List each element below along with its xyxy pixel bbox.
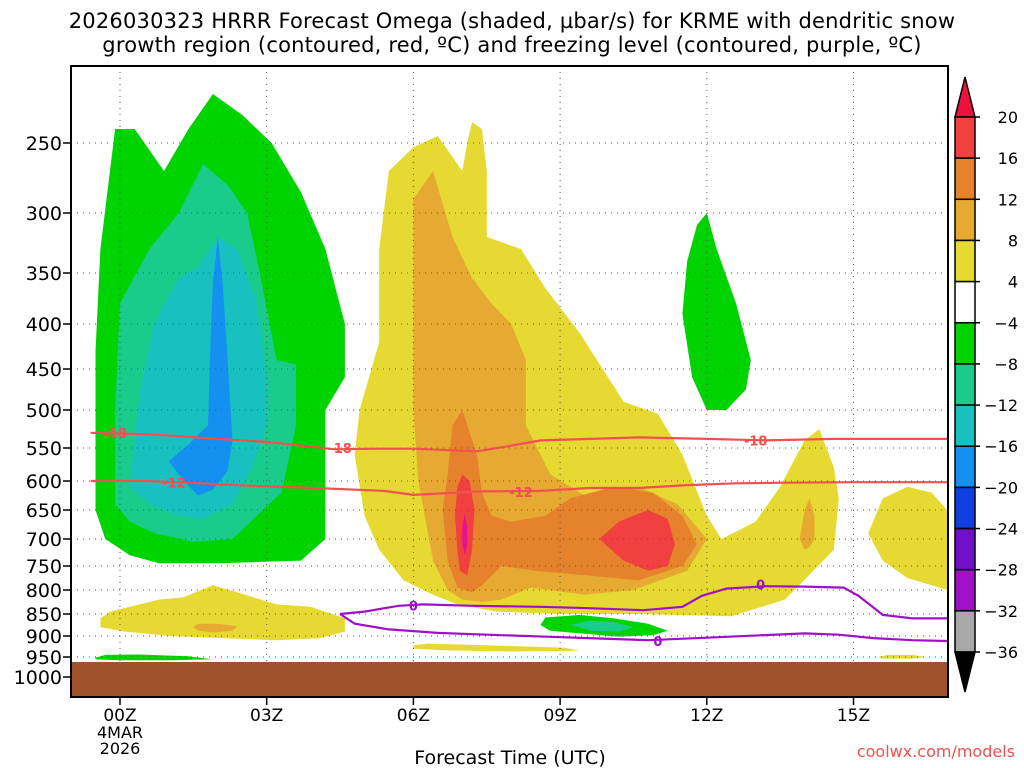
magenta-core-07z [462,512,468,556]
colorbar-segment-12 [954,610,976,653]
purple-contour-0-lower-label-0: 0 [653,635,662,650]
colorbar-segment-7 [954,404,976,447]
colorbar-label--28: −28 [984,561,1018,580]
light-orange-spot-02z [193,623,238,633]
y-tick-label-900: 900 [26,626,62,648]
red-contour-minus-18-label-0: -18 [103,427,127,442]
colorbar-label--8: −8 [994,355,1018,374]
colorbar-label--12: −12 [984,396,1018,415]
purple-contour-0-upper-label-0: 0 [409,599,418,614]
colorbar-label--20: −20 [984,478,1018,497]
y-tick-label-250: 250 [26,133,62,155]
light-orange-area-14z [799,498,815,550]
credit-label: coolwx.com/models [857,742,1015,761]
colorbar-bottom-arrow [954,651,976,693]
x-tick-sublabel-2026: 2026 [100,739,141,758]
red-area-10z [599,510,675,571]
x-tick-label-15Z: 15Z [837,706,870,726]
grid-lines [71,66,948,662]
ground-surface [71,662,948,697]
red-contour-minus-12-label-0: -12 [162,477,186,492]
colorbar: 20 16 12 8 4 −4 −8 −12 −16 −20 −24 −28 −32 −36 [954,76,1018,693]
y-tick-label-950: 950 [26,647,62,669]
purple-contour-0-upper [339,585,947,620]
yellow-area-16z [868,486,947,590]
y-tick-label-400: 400 [26,314,62,336]
sky-area-00z-03z [168,237,233,496]
y-tick-label-350: 350 [26,263,62,285]
x-tick-label-09Z: 09Z [543,706,576,726]
y-tick-label-1000: 1000 [14,667,62,689]
y-tick-label-700: 700 [26,529,62,551]
colorbar-segment-11 [954,568,976,612]
colorbar-segment-2 [954,198,976,242]
colorbar-label--4: −4 [994,314,1018,333]
colorbar-segment-8 [954,445,976,489]
colorbar-segment-6 [954,363,976,406]
x-tick-label-00Z: 00Z [103,706,136,726]
colorbar-segment-5 [954,322,976,365]
teal-area-00z-03z [129,237,267,519]
plot-frame [70,65,949,698]
green-area-12z [682,213,751,410]
colorbar-segment-10 [954,527,976,571]
sea-green-spot-10z [569,620,634,632]
colorbar-label-20: 20 [998,108,1018,127]
chart-title-line-2: growth region (contoured, red, ºC) and f… [102,33,922,57]
y-tick-label-300: 300 [26,203,62,225]
contour-layer: -18 -18 -18 -12 -12 0 0 0 [90,427,948,650]
x-tick-label-06Z: 06Z [397,706,430,726]
purple-contour-0-lower [339,613,948,643]
red-contour-minus-12 [90,479,947,497]
yellow-band-low-00z-04z [100,585,345,641]
y-tick-label-550: 550 [26,438,62,460]
colorbar-label--24: −24 [984,520,1018,539]
colorbar-label-12: 12 [998,190,1018,209]
colorbar-segment-4 [954,280,976,324]
y-tick-label-850: 850 [26,604,62,626]
y-tick-label-450: 450 [26,359,62,381]
colorbar-segment-3 [954,239,976,283]
colorbar-segment-0 [954,116,976,159]
colorbar-top-arrow [954,76,976,118]
red-contour-minus-12-label-1: -12 [509,486,533,501]
y-tick-label-750: 750 [26,556,62,578]
colorbar-label-16: 16 [998,149,1018,168]
colorbar-label-8: 8 [1008,231,1018,250]
y-tick-label-800: 800 [26,580,62,602]
colorbar-segment-1 [954,157,976,201]
x-tick-label-12Z: 12Z [690,706,723,726]
chart-title-line-1: 2026030323 HRRR Forecast Omega (shaded, … [68,9,956,33]
purple-contour-0-upper-label-1: 0 [756,579,765,594]
red-contour-minus-18 [90,431,947,453]
y-tick-label-500: 500 [26,400,62,422]
x-axis-label: Forecast Time (UTC) [414,747,605,768]
omega-shading-layer [95,94,947,661]
colorbar-segment-9 [954,486,976,530]
colorbar-label--16: −16 [984,437,1018,456]
green-sliver-00z-02z [95,654,213,661]
y-axis-ticks: 2503003504004505005506006507007508008509… [14,133,71,689]
x-tick-sublabel-4MAR: 4MAR [97,723,143,742]
red-contour-minus-18-label-1: -18 [328,442,352,457]
x-tick-label-03Z: 03Z [250,706,283,726]
y-tick-label-600: 600 [26,471,62,493]
red-contour-minus-18-label-2: -18 [744,434,768,449]
colorbar-label--36: −36 [984,643,1018,662]
yellow-sliver-16z [877,654,927,659]
yellow-sliver-07z-09z [413,643,580,652]
colorbar-label--32: −32 [984,602,1018,621]
colorbar-label-4: 4 [1008,273,1018,292]
y-tick-label-650: 650 [26,500,62,522]
